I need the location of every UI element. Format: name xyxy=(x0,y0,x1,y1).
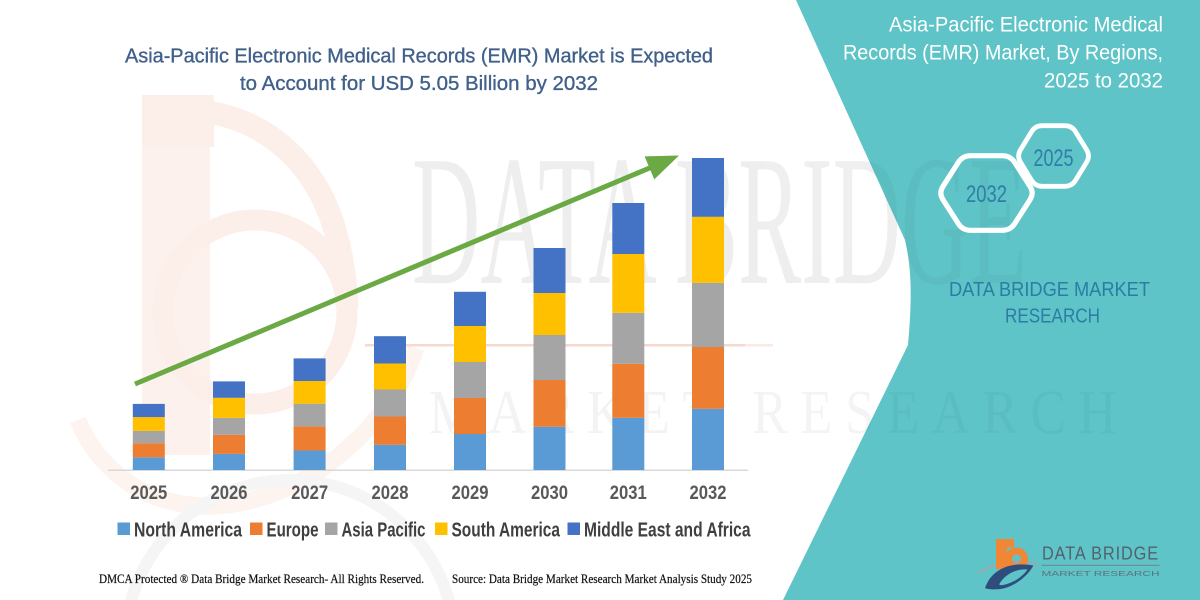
svg-text:DATA BRIDGE: DATA BRIDGE xyxy=(1042,544,1159,564)
svg-text:Middle East and Africa: Middle East and Africa xyxy=(584,519,751,542)
svg-text:2030: 2030 xyxy=(531,483,568,504)
svg-text:Asia-Pacific Electronic Medica: Asia-Pacific Electronic Medical xyxy=(889,12,1163,36)
svg-text:2028: 2028 xyxy=(372,483,409,504)
svg-text:to Account for USD 5.05 Billio: to Account for USD 5.05 Billion by 2032 xyxy=(240,73,598,95)
svg-text:2032: 2032 xyxy=(966,181,1007,208)
svg-text:Asia-Pacific Electronic Medica: Asia-Pacific Electronic Medical Records … xyxy=(125,46,713,68)
svg-text:Source: Data Bridge Market Res: Source: Data Bridge Market Research Mark… xyxy=(452,572,752,586)
svg-text:DATA BRIDGE MARKET: DATA BRIDGE MARKET xyxy=(949,278,1150,301)
svg-text:DMCA Protected ® Data Bridge M: DMCA Protected ® Data Bridge Market Rese… xyxy=(99,572,424,586)
svg-text:2025 to 2032: 2025 to 2032 xyxy=(1044,68,1163,92)
svg-text:DATA BRIDGE: DATA BRIDGE xyxy=(412,118,1027,324)
svg-text:2029: 2029 xyxy=(452,483,489,504)
svg-text:RESEARCH: RESEARCH xyxy=(1005,305,1100,328)
svg-text:2025: 2025 xyxy=(1034,145,1074,172)
svg-text:Records (EMR) Market, By Regio: Records (EMR) Market, By Regions, xyxy=(843,40,1163,64)
svg-text:MARKET RESEARCH: MARKET RESEARCH xyxy=(1042,569,1160,578)
svg-text:South America: South America xyxy=(452,519,561,542)
svg-text:2032: 2032 xyxy=(690,483,727,504)
svg-text:North America: North America xyxy=(134,519,242,542)
svg-text:Europe: Europe xyxy=(267,519,319,542)
svg-text:2027: 2027 xyxy=(291,483,328,504)
svg-text:Asia Pacific: Asia Pacific xyxy=(342,519,426,542)
svg-text:2031: 2031 xyxy=(610,483,647,504)
svg-text:2026: 2026 xyxy=(211,483,248,504)
svg-text:MARKET RESEARCH: MARKET RESEARCH xyxy=(429,379,1129,447)
svg-text:2025: 2025 xyxy=(130,483,167,504)
